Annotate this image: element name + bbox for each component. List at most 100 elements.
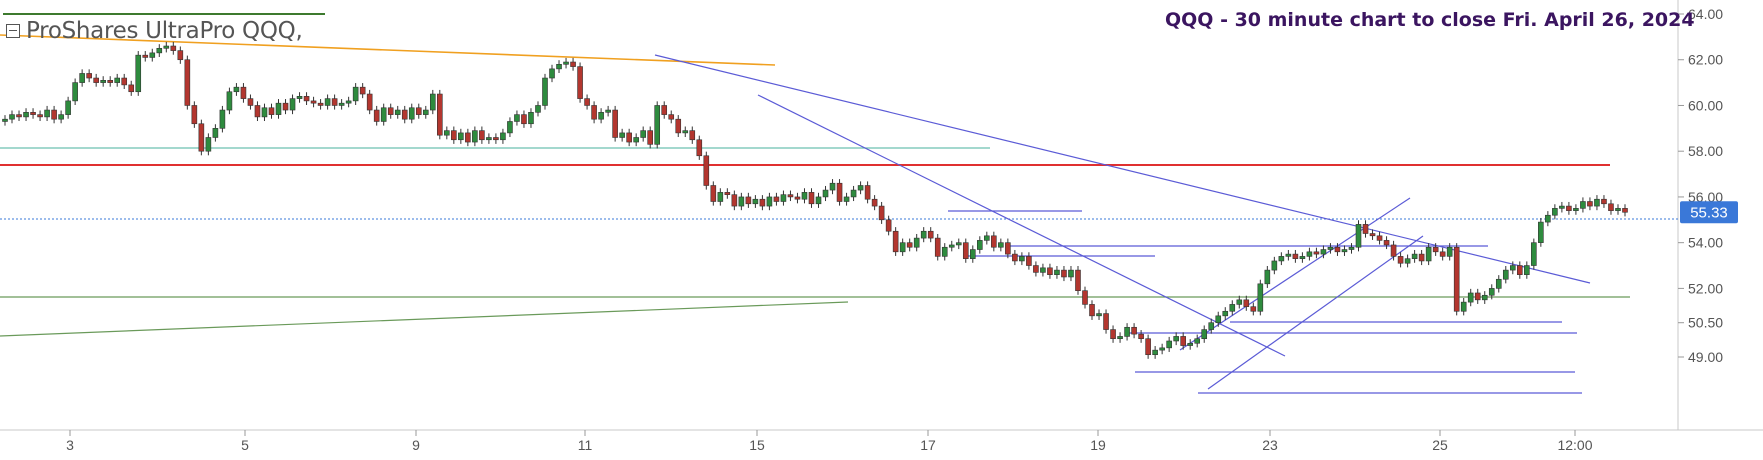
candle-body [815, 196, 822, 205]
candle-body [892, 230, 899, 253]
candle-body [955, 242, 962, 246]
x-tick-label: 12:00 [1557, 437, 1592, 453]
candle-body [198, 123, 205, 152]
candle-body [563, 61, 569, 65]
candle-body [640, 130, 646, 138]
candle-body [984, 235, 990, 241]
collapse-square-icon[interactable] [6, 24, 20, 38]
candle-body [1432, 246, 1439, 253]
candle-body [240, 86, 247, 99]
candle-body [1257, 283, 1264, 312]
candle-body [1495, 278, 1502, 289]
candle-body [710, 185, 717, 202]
candle-body [2, 118, 8, 122]
candle-body [1587, 201, 1593, 207]
candle-body [1383, 240, 1390, 246]
candle-body [948, 244, 955, 248]
candle-body [577, 66, 583, 99]
instrument-legend[interactable]: ProShares UltraPro QQQ, [6, 16, 303, 46]
y-tick-label: 49.00 [1688, 349, 1723, 365]
candle-body [275, 102, 282, 115]
y-tick-label: 58.00 [1688, 143, 1723, 159]
candle-body [605, 109, 611, 113]
chart-title: QQQ - 30 minute chart to close Fri. Apri… [1165, 9, 1695, 31]
candle-body [647, 130, 653, 145]
candle-body [451, 130, 457, 141]
candle-body [1362, 224, 1369, 234]
candle-body [1531, 242, 1537, 266]
candle-body [338, 102, 345, 106]
candles-layer [2, 41, 1628, 359]
candle-body [584, 98, 590, 106]
candle-body [479, 130, 485, 141]
candle-body [1425, 246, 1432, 262]
candle-body [331, 98, 338, 106]
candle-body [661, 105, 668, 115]
candle-body [1474, 292, 1481, 301]
candle-body [913, 237, 920, 248]
candle-body [696, 139, 703, 157]
x-tick-label: 3 [66, 437, 74, 453]
candle-body [1222, 310, 1229, 317]
candle-body [184, 59, 191, 106]
candle-body [107, 80, 113, 83]
candle-body [142, 54, 149, 58]
y-axis-ticks: 64.00 62.00 60.00 58.00 56.00 54.00 52.00 50.50… [1678, 6, 1723, 365]
candle-body [1278, 256, 1285, 262]
y-tick-label: 62.00 [1688, 52, 1723, 68]
candle-body [401, 109, 408, 120]
candle-body [226, 91, 233, 111]
candle-body [843, 196, 850, 202]
candle-body [507, 121, 513, 134]
candle-body [682, 130, 689, 134]
candle-body [724, 192, 731, 195]
candle-body [352, 86, 359, 102]
lower-channel-line [1207, 235, 1424, 390]
x-tick-label: 23 [1262, 437, 1278, 453]
candle-body [1124, 326, 1130, 337]
candle-body [1453, 246, 1460, 312]
candle-body [1131, 326, 1137, 335]
candle-body [1608, 203, 1614, 211]
candle-body [30, 112, 36, 115]
candle-body [23, 112, 29, 118]
candle-body [528, 112, 534, 125]
candle-body [1313, 251, 1320, 255]
candle-body [1355, 224, 1362, 248]
candle-body [1327, 246, 1334, 250]
candle-body [731, 194, 738, 207]
candle-body [1299, 256, 1306, 259]
candle-body [850, 189, 857, 198]
candle-body [1243, 299, 1250, 307]
candle-body [1019, 256, 1025, 262]
candle-body [1446, 246, 1453, 257]
candle-body [163, 45, 170, 49]
candle-body [1075, 269, 1081, 291]
candle-body [1096, 313, 1102, 317]
candle-body [149, 52, 156, 58]
candle-body [1502, 269, 1509, 280]
x-tick-label: 9 [412, 437, 420, 453]
candle-body [493, 137, 499, 141]
candle-body [871, 198, 878, 207]
candle-body [1292, 253, 1299, 259]
candle-body [1194, 338, 1201, 344]
candle-body [885, 219, 892, 232]
candle-body [1538, 221, 1544, 243]
y-tick-label: 54.00 [1688, 235, 1723, 251]
x-tick-label: 11 [578, 437, 593, 453]
candle-body [1601, 198, 1607, 205]
candle-body [1054, 269, 1060, 275]
y-tick-label: 56.00 [1688, 189, 1723, 205]
candle-body [170, 45, 177, 51]
candle-body [1573, 208, 1579, 211]
candle-body [100, 80, 106, 83]
candle-body [1229, 304, 1236, 312]
candle-body [1517, 265, 1523, 275]
candle-body [1187, 342, 1193, 346]
candle-body [773, 196, 780, 202]
candle-body [801, 192, 808, 200]
candle-body [317, 102, 324, 106]
candle-body [72, 82, 78, 102]
